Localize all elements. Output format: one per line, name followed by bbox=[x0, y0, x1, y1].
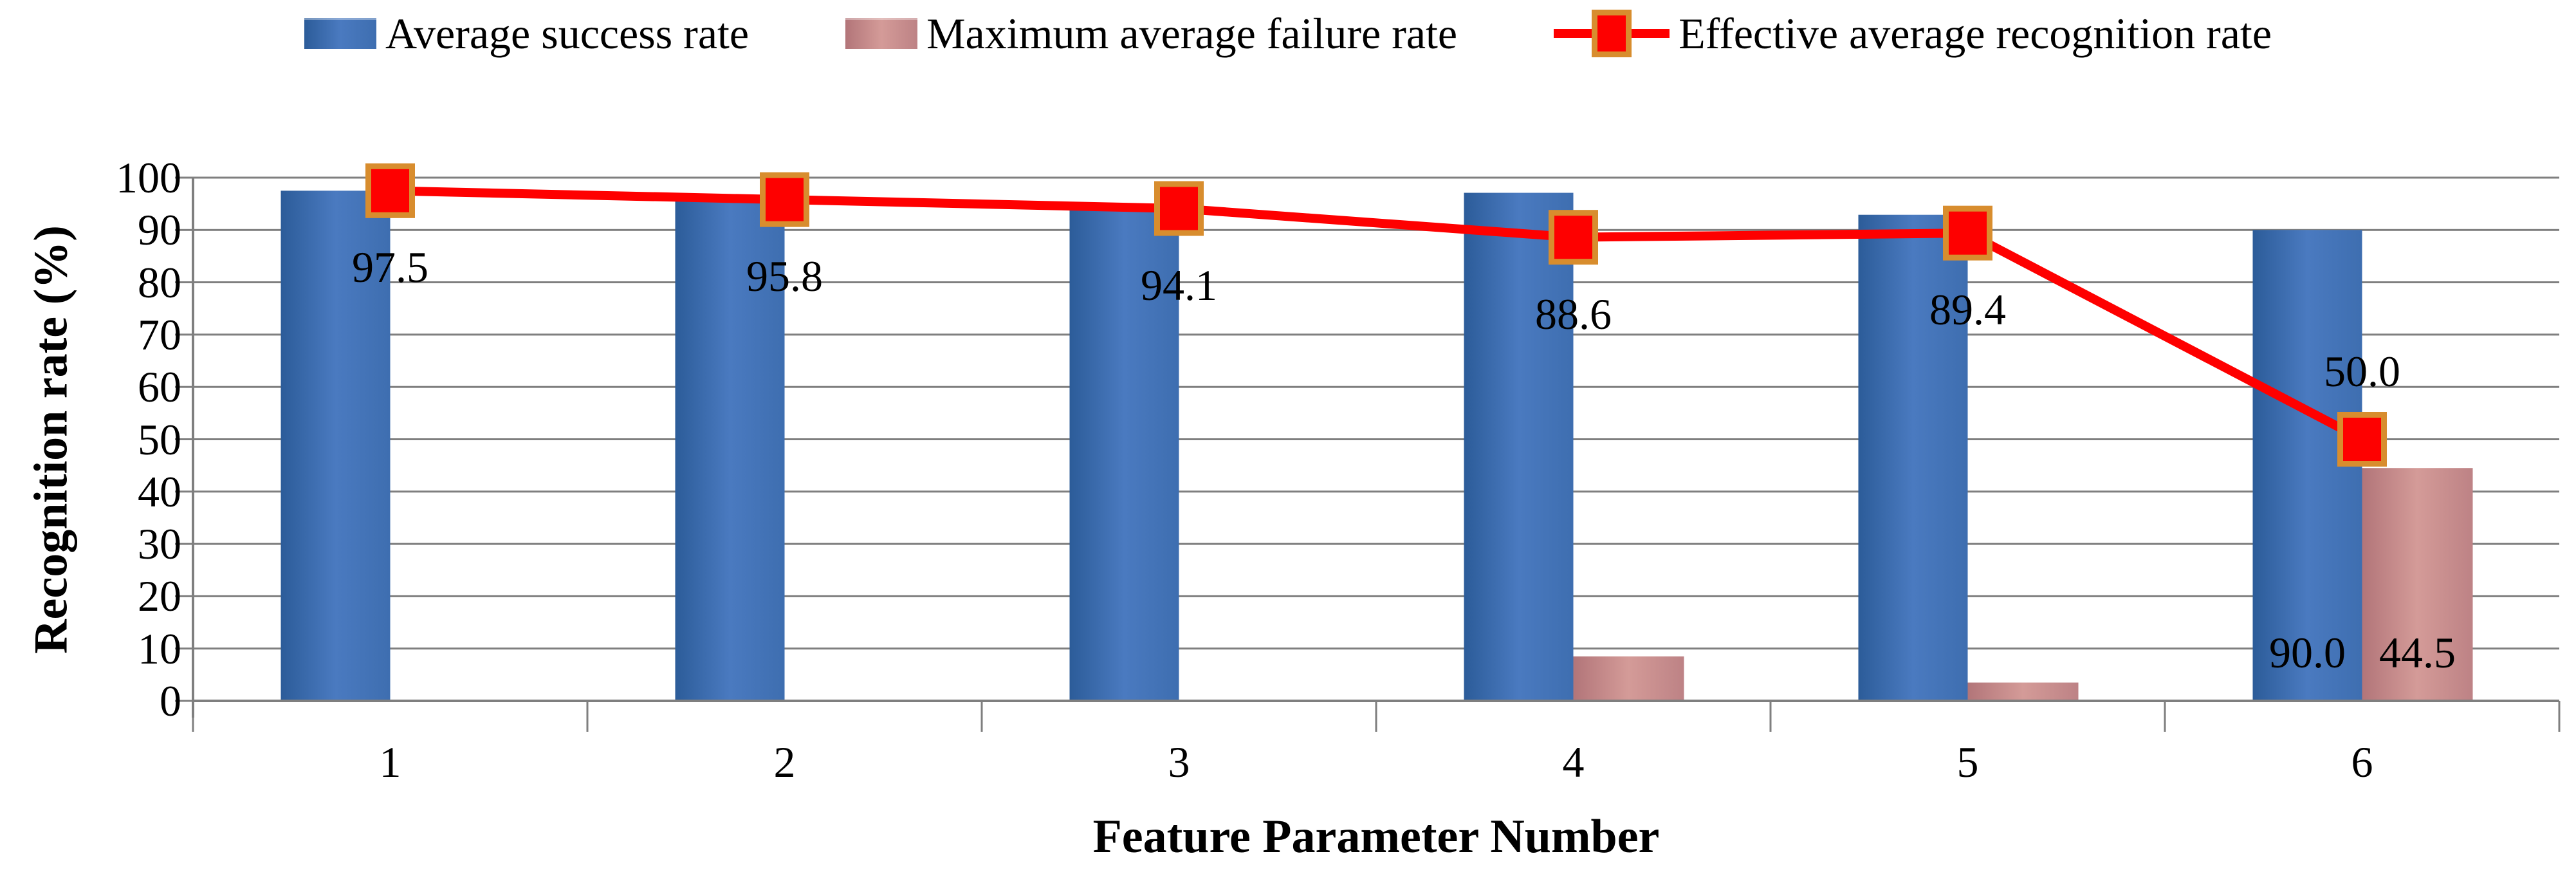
legend-swatch-failure-icon bbox=[845, 18, 918, 49]
gridline bbox=[193, 595, 2559, 597]
y-tick bbox=[175, 176, 193, 179]
point-label-4: 88.6 bbox=[1535, 289, 1612, 339]
y-tick-label: 100 bbox=[116, 153, 181, 202]
bar-success-1 bbox=[281, 191, 391, 701]
line-marker-6 bbox=[2337, 412, 2387, 467]
y-tick-label: 40 bbox=[138, 467, 181, 516]
y-tick bbox=[175, 281, 193, 284]
gridline bbox=[193, 281, 2559, 284]
gridline bbox=[193, 176, 2559, 179]
bar-failure-4 bbox=[1573, 656, 1684, 701]
gridline bbox=[193, 228, 2559, 231]
y-tick bbox=[175, 595, 193, 597]
y-tick-label: 90 bbox=[138, 205, 181, 255]
line-marker-3 bbox=[1154, 181, 1204, 236]
gridline bbox=[193, 333, 2559, 336]
y-axis-line bbox=[192, 178, 194, 718]
legend-swatch-success-icon bbox=[304, 18, 376, 49]
y-tick-label: 10 bbox=[138, 624, 181, 673]
x-tick bbox=[1375, 701, 1377, 732]
y-tick bbox=[175, 386, 193, 388]
x-category-label-5: 5 bbox=[1956, 738, 1979, 786]
x-axis-line bbox=[193, 700, 2559, 702]
gridline bbox=[193, 543, 2559, 545]
y-tick bbox=[175, 228, 193, 231]
legend: Average success rate Maximum average fai… bbox=[0, 6, 2576, 60]
point-label-2: 95.8 bbox=[746, 252, 823, 301]
x-category-label-6: 6 bbox=[2351, 738, 2373, 786]
y-tick bbox=[175, 700, 193, 702]
point-label-5: 89.4 bbox=[1929, 285, 2006, 335]
point-label-3: 94.1 bbox=[1141, 260, 1217, 310]
x-tick bbox=[2164, 701, 2166, 732]
legend-label-effective: Effective average recognition rate bbox=[1679, 9, 2272, 58]
legend-label-success: Average success rate bbox=[385, 9, 750, 58]
x-category-label-3: 3 bbox=[1168, 738, 1190, 786]
y-tick-label: 20 bbox=[138, 572, 181, 621]
x-category-label-2: 2 bbox=[773, 738, 796, 786]
y-tick bbox=[175, 647, 193, 650]
x-tick bbox=[980, 701, 983, 732]
gridline bbox=[193, 386, 2559, 388]
x-tick bbox=[586, 701, 589, 732]
legend-item-failure: Maximum average failure rate bbox=[845, 8, 1457, 59]
y-tick bbox=[175, 490, 193, 493]
y-tick-label: 80 bbox=[138, 257, 181, 307]
bar-success-2 bbox=[675, 200, 785, 701]
bar-failure-5 bbox=[1967, 682, 2079, 701]
y-tick bbox=[175, 438, 193, 440]
point-label-6: 50.0 bbox=[2324, 346, 2400, 396]
gridline bbox=[193, 438, 2559, 440]
legend-item-success: Average success rate bbox=[304, 8, 749, 59]
gridline bbox=[193, 647, 2559, 650]
bar-success-4 bbox=[1464, 192, 1574, 701]
bar-value-label-success: 90.0 bbox=[2269, 628, 2346, 677]
y-tick-label: 60 bbox=[138, 362, 181, 412]
y-tick-label: 0 bbox=[160, 676, 181, 725]
bar-failure-6 bbox=[2362, 468, 2473, 701]
bar-success-3 bbox=[1069, 208, 1179, 701]
bar-value-label-failure: 44.5 bbox=[2379, 628, 2456, 677]
y-tick-label: 70 bbox=[138, 310, 181, 359]
legend-label-failure: Maximum average failure rate bbox=[926, 9, 1458, 58]
x-category-label-1: 1 bbox=[379, 738, 401, 786]
line-marker-4 bbox=[1549, 210, 1598, 265]
legend-square-marker-icon bbox=[1592, 10, 1632, 57]
effective-rate-line bbox=[390, 186, 2364, 443]
y-tick-label: 30 bbox=[138, 519, 181, 569]
point-label-1: 97.5 bbox=[352, 243, 428, 292]
x-tick bbox=[1769, 701, 1772, 732]
y-tick bbox=[175, 333, 193, 336]
legend-line-marker-icon bbox=[1554, 6, 1670, 60]
line-marker-2 bbox=[760, 172, 809, 227]
line-marker-5 bbox=[1943, 205, 1992, 261]
gridline bbox=[193, 490, 2559, 493]
bar-success-5 bbox=[1858, 214, 1968, 701]
y-tick bbox=[175, 543, 193, 545]
x-axis-title: Feature Parameter Number bbox=[1092, 810, 1660, 863]
line-marker-1 bbox=[365, 163, 415, 218]
x-category-label-4: 4 bbox=[1562, 738, 1585, 786]
y-tick-label: 50 bbox=[138, 414, 181, 464]
x-tick bbox=[2558, 701, 2561, 732]
legend-item-effective: Effective average recognition rate bbox=[1554, 6, 2272, 60]
